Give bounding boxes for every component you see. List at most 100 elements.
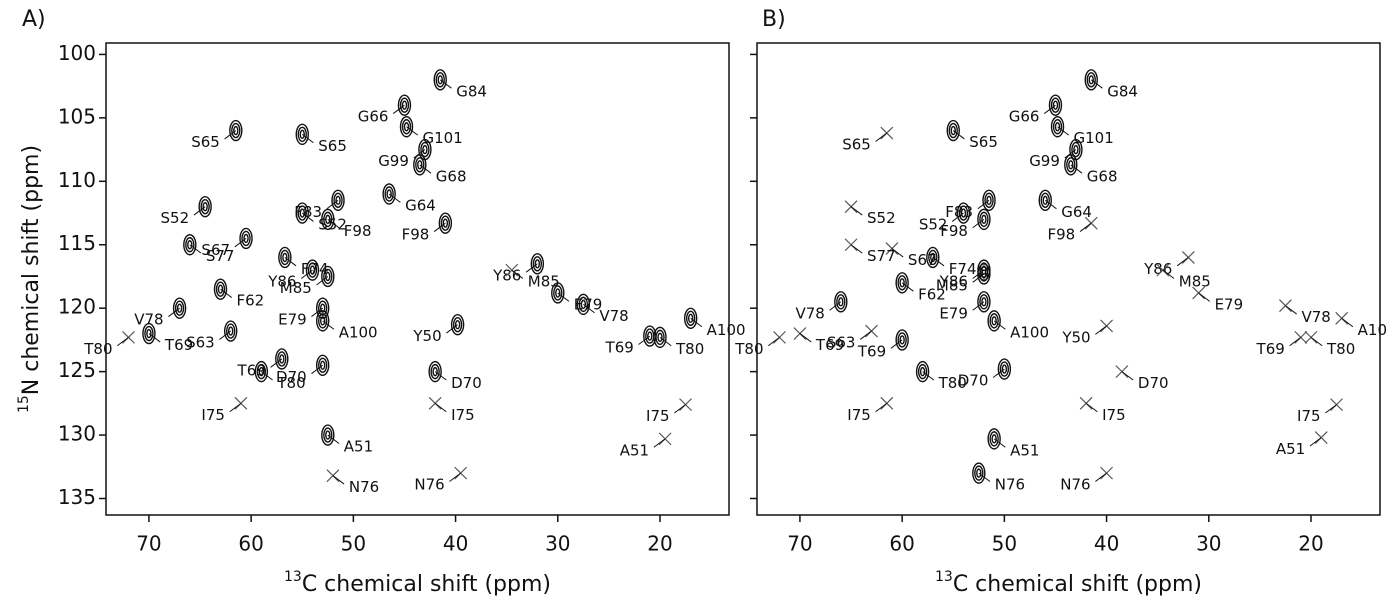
peak-label: N76: [1060, 476, 1090, 494]
peak-label: S65: [969, 133, 998, 151]
leader-line: [1085, 402, 1098, 413]
leader-line: [583, 303, 595, 314]
peak-contour: [977, 291, 991, 313]
peak-contour: [956, 202, 971, 224]
y-tick-label: 135: [58, 485, 96, 509]
peak-label: A51: [1276, 440, 1305, 458]
peak-label: E79: [1215, 295, 1244, 313]
peak-label: S67: [201, 241, 230, 259]
peak-contour: [278, 246, 292, 269]
peak-contour: [948, 122, 958, 139]
leader-line: [1095, 472, 1107, 482]
peak-contour: [895, 272, 909, 294]
leader-line: [1285, 305, 1297, 315]
leader-line: [977, 199, 990, 210]
peak-contour: [834, 291, 848, 313]
peak-contour: [930, 252, 936, 263]
peak-contour: [309, 265, 316, 275]
x-tick-label: 30: [1196, 532, 1221, 556]
x-tick-label: 40: [1094, 532, 1119, 556]
peak-label: A100: [707, 321, 746, 339]
peak-contour: [315, 297, 330, 319]
leader-line: [433, 222, 446, 232]
peak-contour: [950, 125, 956, 136]
plot-frame: [105, 42, 730, 516]
peak-label: T69: [1256, 340, 1285, 358]
peak-contour: [555, 288, 561, 298]
leader-line: [1310, 336, 1323, 347]
peak-label: F98: [344, 222, 372, 240]
leader-line: [875, 402, 888, 413]
leader-line: [220, 288, 232, 298]
leader-line: [148, 333, 161, 343]
peak-contour: [176, 303, 183, 313]
leader-line: [859, 330, 872, 340]
y-tick-label: 110: [58, 168, 96, 192]
leader-line: [557, 292, 570, 302]
peak-contour: [305, 259, 320, 281]
leader-line: [1176, 257, 1189, 267]
peak-label: D70: [958, 372, 989, 390]
peak-contour: [215, 281, 226, 297]
leader-line: [891, 248, 904, 258]
peak-contour: [185, 237, 195, 253]
peak-label: Y50: [1061, 328, 1090, 346]
peak-contour: [655, 329, 665, 346]
peak-label: T80: [734, 340, 763, 358]
leader-line: [301, 212, 314, 222]
leader-line: [332, 475, 345, 485]
peak-contour: [315, 310, 330, 332]
peak-contour: [317, 357, 328, 373]
peak-contour: [981, 269, 987, 279]
leader-line: [1095, 325, 1107, 335]
peak-contour: [452, 316, 463, 333]
leader-line: [1198, 292, 1211, 302]
peak-contour: [917, 363, 928, 380]
leader-line: [311, 364, 323, 375]
peak-contour: [428, 360, 442, 383]
peak-label: E79: [939, 304, 968, 322]
leader-line: [659, 336, 672, 347]
peak-label: A51: [344, 438, 373, 456]
peak-contour: [987, 428, 1001, 450]
peak-contour: [895, 329, 909, 351]
leader-line: [1341, 317, 1354, 328]
peak-label: T69: [164, 336, 193, 354]
peak-contour: [432, 366, 438, 377]
peak-contour: [838, 297, 844, 307]
peak-contour: [323, 268, 333, 285]
peak-contour: [279, 354, 285, 364]
peak-contour: [1068, 160, 1074, 170]
peak-contour: [1040, 192, 1050, 209]
peak-contour: [217, 284, 224, 294]
peak-contour: [382, 183, 396, 205]
peak-contour: [224, 320, 238, 342]
peak-contour: [1048, 94, 1063, 116]
y-tick-label: 105: [58, 104, 96, 128]
x-tick-label: 20: [1298, 532, 1323, 556]
peak-contour: [198, 195, 212, 218]
peak-label: S65: [191, 133, 220, 151]
peak-contour: [331, 189, 345, 212]
peak-label: T69: [815, 336, 844, 354]
peak-contour: [384, 186, 394, 202]
peak-contour: [974, 465, 984, 481]
peak-contour: [1086, 72, 1096, 88]
leader-line: [972, 273, 985, 283]
peak-contour: [401, 119, 412, 135]
peak-contour: [532, 256, 543, 272]
leader-line: [301, 133, 314, 144]
peak-contour: [275, 348, 289, 370]
leader-line: [850, 206, 863, 216]
peak-contour: [172, 297, 187, 319]
peak-contour: [979, 266, 989, 282]
peak-contour: [977, 208, 991, 231]
peak-label: V78: [1301, 308, 1330, 326]
peak-contour: [530, 253, 545, 275]
peak-contour: [200, 198, 210, 215]
peak-contour: [335, 195, 341, 206]
peak-contour: [981, 214, 987, 225]
peak-contour: [413, 154, 427, 176]
peak-contour: [437, 75, 443, 85]
leader-line: [234, 237, 247, 248]
